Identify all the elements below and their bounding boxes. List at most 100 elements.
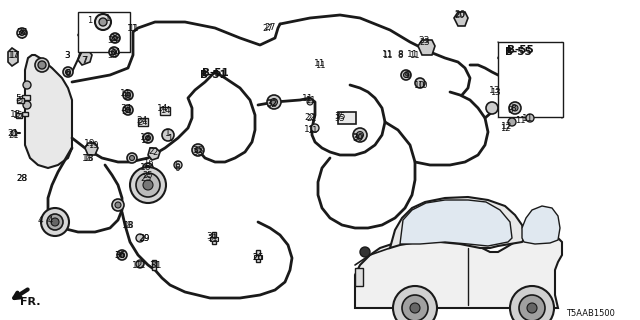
Text: 4: 4 <box>37 215 43 225</box>
Bar <box>160 107 170 115</box>
Text: 28: 28 <box>17 173 28 182</box>
Text: B-51: B-51 <box>202 68 228 78</box>
Text: 19: 19 <box>84 139 96 148</box>
Circle shape <box>519 295 545 320</box>
Text: 33: 33 <box>109 34 121 43</box>
Text: 17: 17 <box>8 51 20 60</box>
Text: 1: 1 <box>165 129 171 138</box>
Text: 14: 14 <box>157 103 169 113</box>
Circle shape <box>123 105 133 115</box>
Circle shape <box>143 133 153 143</box>
Polygon shape <box>148 148 160 160</box>
Circle shape <box>47 214 63 230</box>
Text: 11: 11 <box>522 114 534 123</box>
Circle shape <box>38 61 46 69</box>
Text: 6: 6 <box>65 68 70 77</box>
Bar <box>210 237 218 241</box>
Circle shape <box>65 69 70 75</box>
Text: 8: 8 <box>397 51 403 60</box>
Circle shape <box>415 78 425 88</box>
Bar <box>16 113 22 118</box>
Text: 20: 20 <box>455 11 465 20</box>
Circle shape <box>23 101 31 109</box>
Circle shape <box>267 95 281 109</box>
Text: 14: 14 <box>160 106 170 115</box>
Text: 21: 21 <box>9 131 19 140</box>
Polygon shape <box>85 143 98 155</box>
Text: 12: 12 <box>501 122 513 131</box>
Text: 9: 9 <box>405 70 411 79</box>
Text: 12: 12 <box>132 260 144 269</box>
Circle shape <box>125 92 131 98</box>
Text: 36: 36 <box>17 28 28 36</box>
Circle shape <box>110 33 120 43</box>
Text: 5: 5 <box>15 93 21 102</box>
Bar <box>152 260 156 270</box>
Bar <box>78 12 130 52</box>
Circle shape <box>271 99 278 106</box>
Text: 7: 7 <box>83 55 88 65</box>
Circle shape <box>393 286 437 320</box>
Circle shape <box>143 180 153 190</box>
Circle shape <box>311 124 319 132</box>
Bar <box>498 42 563 117</box>
Text: 31: 31 <box>150 261 160 270</box>
Bar <box>22 112 28 116</box>
Text: 6: 6 <box>174 161 180 170</box>
Text: T5AAB1500: T5AAB1500 <box>566 309 614 318</box>
Circle shape <box>136 173 160 197</box>
Text: 3: 3 <box>64 51 70 60</box>
Circle shape <box>51 218 59 226</box>
Text: 20: 20 <box>454 10 466 19</box>
Text: 11: 11 <box>407 50 419 59</box>
Text: 3: 3 <box>64 51 70 60</box>
Circle shape <box>162 129 174 141</box>
Text: 4: 4 <box>47 215 52 225</box>
Circle shape <box>113 36 118 41</box>
Text: 33: 33 <box>193 148 204 156</box>
Text: 26: 26 <box>252 253 264 262</box>
Text: 12: 12 <box>140 132 152 141</box>
Text: 11: 11 <box>381 51 392 60</box>
Circle shape <box>130 167 166 203</box>
Polygon shape <box>25 55 72 168</box>
Text: 31: 31 <box>206 231 218 241</box>
Text: 22: 22 <box>307 114 317 123</box>
Circle shape <box>23 81 31 89</box>
Text: 32: 32 <box>267 100 277 108</box>
Text: 27: 27 <box>262 23 273 33</box>
Circle shape <box>410 303 420 313</box>
Text: 23: 23 <box>419 36 429 44</box>
Circle shape <box>145 165 150 171</box>
Text: 28: 28 <box>16 173 28 182</box>
Text: 11: 11 <box>127 23 139 33</box>
Text: 24: 24 <box>138 117 148 126</box>
Text: B-55: B-55 <box>504 47 531 57</box>
Circle shape <box>117 250 127 260</box>
Circle shape <box>526 114 534 122</box>
Text: 12: 12 <box>135 261 145 270</box>
Text: 9: 9 <box>403 70 409 79</box>
Circle shape <box>360 247 370 257</box>
Text: 25: 25 <box>143 171 153 180</box>
Bar <box>17 98 24 103</box>
Text: 11: 11 <box>314 59 326 68</box>
Circle shape <box>353 128 367 142</box>
Text: 35: 35 <box>335 114 346 123</box>
Polygon shape <box>418 40 435 55</box>
Text: 34: 34 <box>122 107 132 116</box>
Circle shape <box>143 163 153 173</box>
Circle shape <box>527 303 537 313</box>
Circle shape <box>127 153 137 163</box>
Circle shape <box>356 132 364 139</box>
Polygon shape <box>454 12 468 26</box>
Circle shape <box>307 99 313 105</box>
Polygon shape <box>400 200 512 246</box>
Text: 2: 2 <box>148 147 154 156</box>
Text: 13: 13 <box>490 87 500 97</box>
Text: 18: 18 <box>83 154 93 163</box>
Circle shape <box>111 50 116 54</box>
Text: 32: 32 <box>266 99 278 108</box>
Circle shape <box>19 30 24 36</box>
Bar <box>355 268 363 286</box>
